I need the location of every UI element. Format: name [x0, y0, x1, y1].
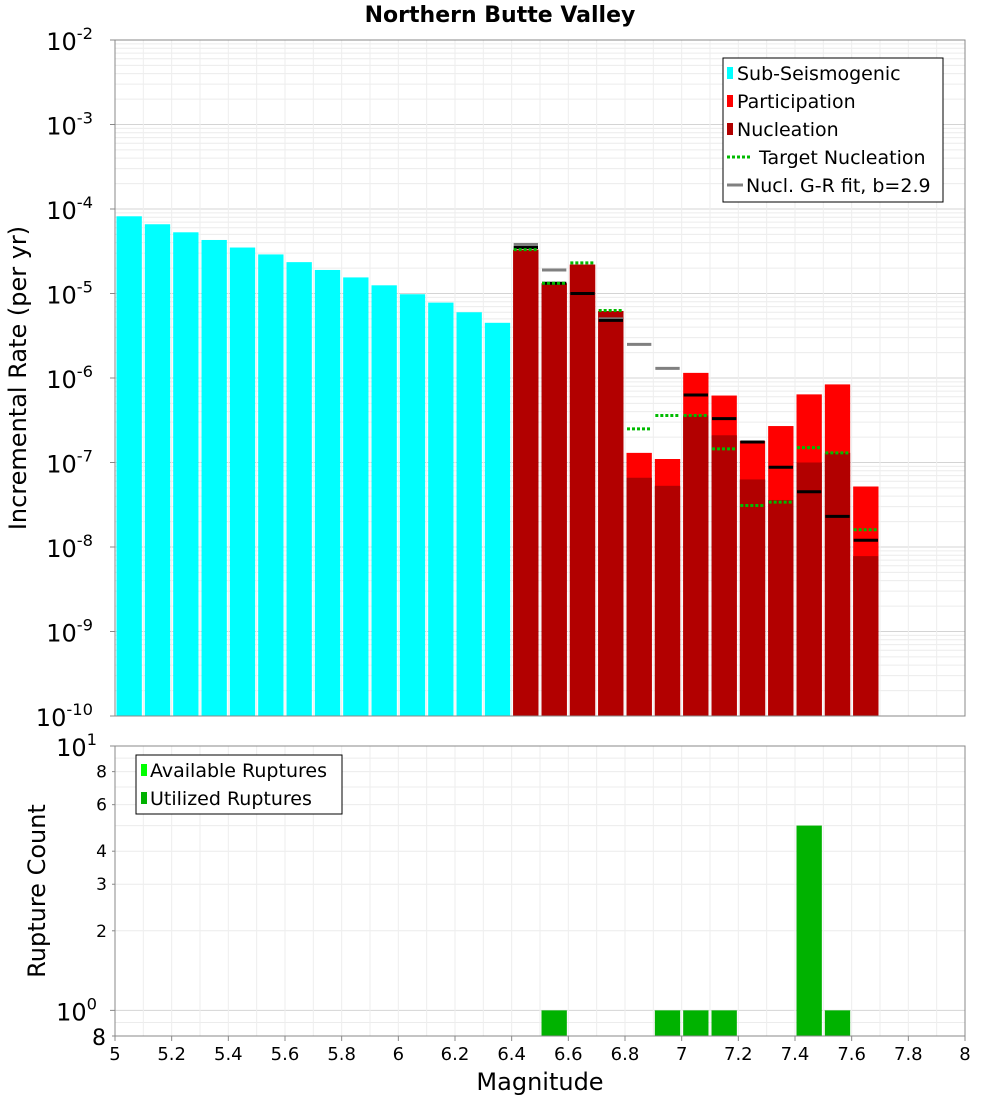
legend-swatch [141, 792, 147, 804]
legend-label: Sub-Seismogenic [737, 63, 901, 85]
sub-seismogenic-bar [343, 277, 369, 716]
nucleation-bar [654, 485, 681, 716]
nucleation-bar [569, 264, 596, 716]
sub-seismogenic-bar [484, 322, 511, 716]
utilized-ruptures-bar [683, 1010, 709, 1036]
x-tick-label: 7.8 [894, 1044, 923, 1065]
x-tick-label: 5.6 [271, 1044, 300, 1065]
x-tick-label: 6.6 [554, 1044, 583, 1065]
x-tick-label: 5.8 [327, 1044, 356, 1065]
utilized-ruptures-bar [541, 1010, 567, 1036]
sub-seismogenic-bar [314, 269, 341, 716]
x-tick-label: 7.2 [724, 1044, 753, 1065]
x-tick-label: 5.2 [157, 1044, 186, 1065]
y-tick-label: 10-4 [46, 193, 93, 225]
y-tick-label: 10-3 [46, 109, 93, 141]
y-tick-label: 10-10 [36, 700, 93, 732]
nucleation-bar [541, 283, 567, 716]
legend-label: Target Nucleation [758, 147, 926, 169]
x-tick-label: 7.6 [837, 1044, 866, 1065]
legend-swatch [727, 95, 733, 107]
sub-seismogenic-bar [456, 312, 482, 716]
y-tick-label: 10-7 [46, 447, 93, 479]
x-tick-label: 5 [109, 1044, 120, 1065]
x-tick-label: 7 [676, 1044, 687, 1065]
count-legend: Available Ruptures Utilized Ruptures [135, 754, 343, 815]
y-tick-label: 4 [96, 842, 107, 862]
count-legend-box [135, 754, 343, 815]
legend-label: Nucl. G-R fit, b=2.9 [746, 175, 931, 197]
x-tick-label: 5.4 [214, 1044, 243, 1065]
rate-y-axis-label: Incremental Rate (per yr) [4, 226, 32, 530]
nucleation-bar [739, 479, 766, 716]
y-tick-label: 10-6 [46, 362, 93, 394]
nucleation-bar [683, 415, 709, 716]
y-tick-label: 10-5 [46, 278, 93, 310]
legend-swatch [727, 123, 733, 135]
y-tick-label: 10-2 [46, 24, 93, 56]
y-tick-label: 6 [96, 796, 107, 816]
y-tick-label: 8 [92, 1026, 106, 1051]
legend-label: Available Ruptures [150, 760, 327, 782]
x-tick-label: 7.4 [781, 1044, 810, 1065]
sub-seismogenic-bar [399, 294, 426, 716]
utilized-ruptures-bar [654, 1010, 681, 1036]
rate-plot-markers [513, 243, 878, 542]
y-tick-label: 2 [96, 922, 107, 942]
x-tick-label: 8 [959, 1044, 970, 1065]
nucleation-bar [513, 249, 539, 716]
x-tick-label: 6 [393, 1044, 404, 1065]
legend-swatch [141, 764, 147, 776]
rate-plot: 10-10 10-9 10-8 10-7 10-6 10-5 10-4 10-3 10-2 In… [4, 24, 966, 732]
nucleation-bar [711, 435, 737, 716]
nucleation-bar [824, 452, 851, 716]
y-tick-label: 10-9 [46, 616, 93, 648]
legend-label: Utilized Ruptures [150, 788, 312, 810]
sub-seismogenic-bar [258, 254, 284, 716]
utilized-ruptures-bar [796, 825, 822, 1036]
sub-seismogenic-bar [144, 224, 171, 716]
rate-legend: Sub-Seismogenic Participation Nucleation Ta… [722, 57, 944, 203]
y-tick-label: 3 [96, 875, 107, 895]
sub-seismogenic-bar [371, 285, 397, 716]
sub-seismogenic-bar [173, 232, 199, 716]
x-tick-label: 6.8 [611, 1044, 640, 1065]
sub-seismogenic-bar [201, 239, 227, 716]
nucleation-bar [626, 477, 652, 716]
y-tick-label: 100 [56, 995, 97, 1027]
rate-plot-bars [116, 216, 879, 717]
y-tick-label: 101 [56, 730, 97, 762]
nucleation-bar [768, 499, 794, 716]
utilized-ruptures-bar [711, 1010, 737, 1036]
x-tick-label: 6.4 [497, 1044, 526, 1065]
nucleation-bar [796, 462, 822, 716]
rate-y-ticks: 10-10 10-9 10-8 10-7 10-6 10-5 10-4 10-3 10-2 [36, 24, 115, 732]
nucleation-bar [598, 311, 624, 716]
utilized-ruptures-bar [824, 1010, 851, 1036]
legend-swatch [727, 67, 733, 79]
magnitude-x-ticks: 5 5.2 5.4 5.6 5.8 6 6.2 6.4 6.6 6.8 7 7.2 7.4 7.6 7.8 8 [109, 1036, 971, 1065]
count-plot-bars [541, 825, 851, 1036]
rate-legend-box [722, 57, 944, 203]
y-tick-label: 8 [96, 763, 107, 783]
count-plot-border [114, 745, 966, 1037]
sub-seismogenic-bar [229, 247, 256, 716]
sub-seismogenic-bar [286, 262, 312, 716]
legend-label: Nucleation [737, 119, 839, 141]
chart-title: Northern Butte Valley [365, 3, 636, 28]
count-y-axis-label: Rupture Count [23, 804, 51, 978]
x-axis-label: Magnitude [476, 1068, 603, 1096]
legend-label: Participation [737, 91, 856, 113]
y-tick-label: 10-8 [46, 531, 93, 563]
sub-seismogenic-bar [428, 302, 454, 716]
nucleation-bar [853, 556, 879, 716]
x-tick-label: 6.2 [441, 1044, 470, 1065]
sub-seismogenic-bar [116, 216, 142, 717]
